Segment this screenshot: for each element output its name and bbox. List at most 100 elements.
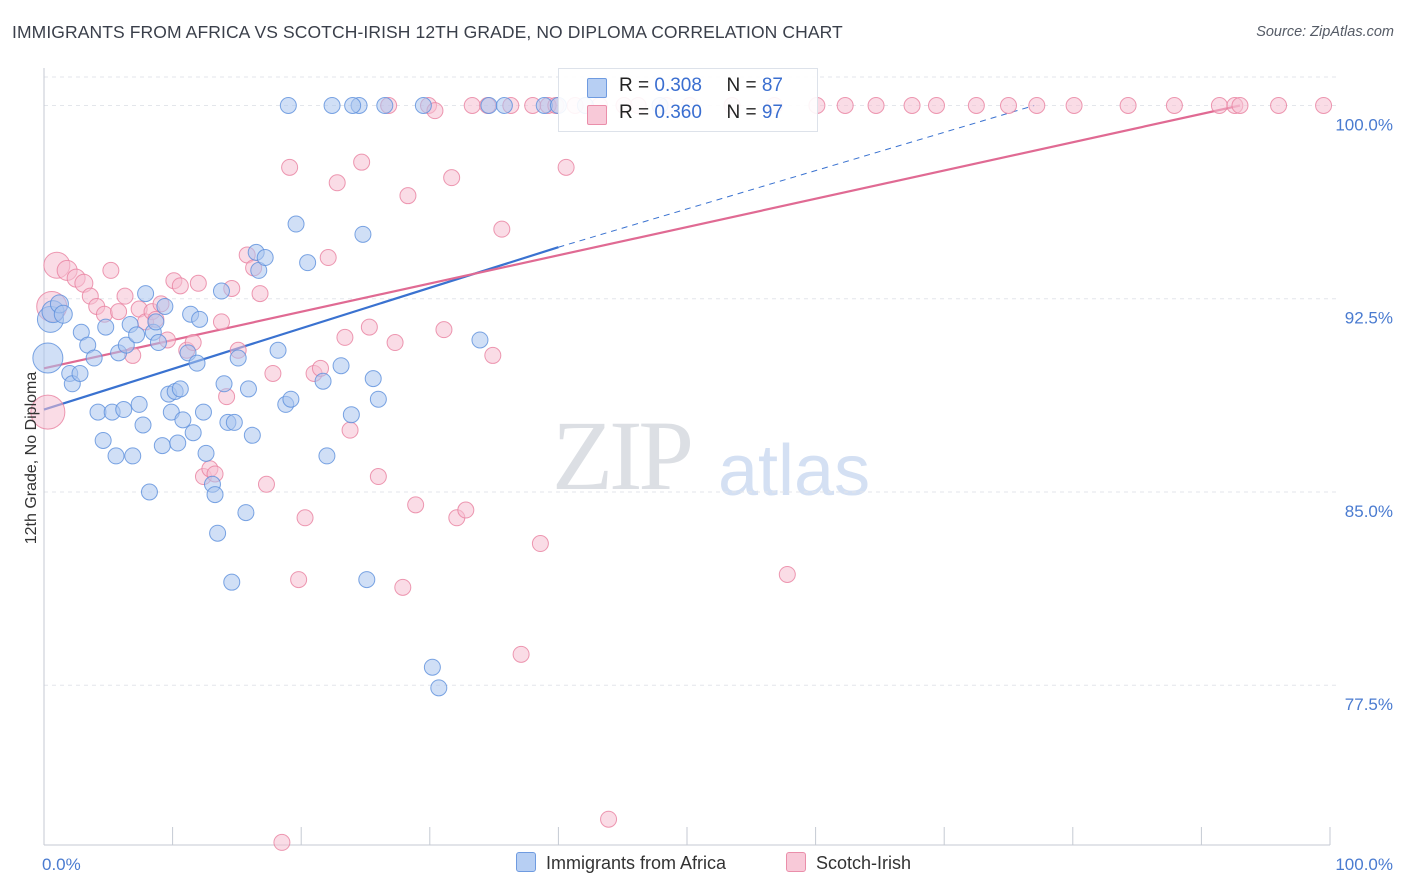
trend-line-africa-extension [558,105,1035,248]
point-immigrants-from-africa [223,573,241,591]
point-immigrants-from-africa [197,444,215,462]
point-scotch-irish [1000,96,1017,114]
point-immigrants-from-africa [471,331,489,349]
point-scotch-irish [457,501,475,519]
point-immigrants-from-africa [269,341,287,359]
point-immigrants-from-africa [171,380,189,398]
point-immigrants-from-africa [358,571,376,589]
point-scotch-irish [484,346,502,364]
point-immigrants-from-africa [32,342,64,374]
bottom-legend-swatch-scotch-irish [786,852,806,872]
point-immigrants-from-africa [194,403,212,421]
bottom-legend-scotch-irish: Scotch-Irish [786,852,911,874]
point-scotch-irish [189,274,207,292]
point-immigrants-from-africa [206,486,224,504]
y-axis-title: 12th Grade, No Diploma [23,372,40,545]
point-immigrants-from-africa [153,437,171,455]
point-immigrants-from-africa [209,524,227,542]
watermark-atlas: atlas [718,431,871,511]
point-immigrants-from-africa [239,380,257,398]
point-scotch-irish [557,158,575,176]
point-scotch-irish [1231,96,1249,114]
point-immigrants-from-africa [191,310,209,328]
legend-swatch-scotch-irish [587,105,607,125]
point-scotch-irish [212,313,230,331]
bottom-legend-swatch-africa [516,852,536,872]
legend-r-value-scotch-irish: 0.360 [654,102,702,123]
point-scotch-irish [116,287,134,305]
point-immigrants-from-africa [376,96,394,114]
point-immigrants-from-africa [94,431,112,449]
point-scotch-irish [171,277,189,295]
trend-line-scotch-irish [43,104,1241,370]
point-scotch-irish [1119,96,1137,114]
point-immigrants-from-africa [535,96,553,114]
point-immigrants-from-africa [225,413,243,431]
point-immigrants-from-africa [229,349,247,367]
point-immigrants-from-africa [115,401,133,419]
point-immigrants-from-africa [149,334,167,352]
point-scotch-irish [1165,96,1183,114]
point-immigrants-from-africa [318,447,336,465]
point-immigrants-from-africa [423,658,441,676]
point-immigrants-from-africa [169,434,187,452]
point-immigrants-from-africa [212,282,230,300]
point-immigrants-from-africa [124,447,142,465]
point-immigrants-from-africa [53,304,73,324]
point-immigrants-from-africa [174,411,192,429]
point-scotch-irish [353,153,371,171]
point-immigrants-from-africa [147,313,165,331]
point-scotch-irish [778,565,796,583]
point-scotch-irish [1065,96,1083,114]
point-immigrants-from-africa [130,395,148,413]
point-scotch-irish [967,96,985,114]
legend-swatch-africa [587,78,607,98]
point-scotch-irish [531,535,549,553]
point-immigrants-from-africa [89,403,107,421]
y-tick-label: 77.5% [1345,695,1393,714]
trend-lines [43,104,1241,411]
point-immigrants-from-africa [342,406,360,424]
data-points [30,96,1333,851]
legend-n-label-africa: N = [726,75,762,96]
point-scotch-irish [399,187,417,205]
point-scotch-irish [836,96,854,114]
point-immigrants-from-africa [369,390,387,408]
point-scotch-irish [264,364,282,382]
point-scotch-irish [251,285,269,303]
x-tick-label: 0.0% [42,855,81,874]
point-immigrants-from-africa [134,416,152,434]
axes [43,68,1331,846]
point-immigrants-from-africa [97,318,115,336]
point-scotch-irish [512,645,530,663]
point-scotch-irish [110,303,128,321]
point-immigrants-from-africa [184,424,202,442]
point-scotch-irish [281,158,299,176]
legend-n-label-scotch-irish: N = [726,102,762,123]
legend-r-label-scotch-irish: R = [619,102,655,123]
point-scotch-irish [360,318,378,336]
point-immigrants-from-africa [314,372,332,390]
correlation-legend: R = 0.308 N = 87 R = 0.360 N = 97 [558,68,818,132]
x-tick-label: 100.0% [1335,855,1393,874]
point-scotch-irish [463,96,481,114]
point-scotch-irish [435,321,453,339]
point-immigrants-from-africa [140,483,158,501]
point-scotch-irish [102,261,120,279]
point-scotch-irish [257,475,275,493]
bottom-legend-label-africa: Immigrants from Africa [546,853,727,873]
point-immigrants-from-africa [282,390,300,408]
point-immigrants-from-africa [243,426,261,444]
chart-title: IMMIGRANTS FROM AFRICA VS SCOTCH-IRISH 1… [12,22,843,42]
point-scotch-irish [407,496,425,514]
point-immigrants-from-africa [495,96,513,114]
y-tick-label: 92.5% [1345,309,1393,328]
point-scotch-irish [443,169,461,187]
point-scotch-irish [1210,96,1228,114]
point-scotch-irish [867,96,885,114]
point-scotch-irish [369,468,387,486]
bottom-legend-africa: Immigrants from Africa [516,852,726,874]
point-scotch-irish [319,249,337,267]
point-immigrants-from-africa [323,96,341,114]
